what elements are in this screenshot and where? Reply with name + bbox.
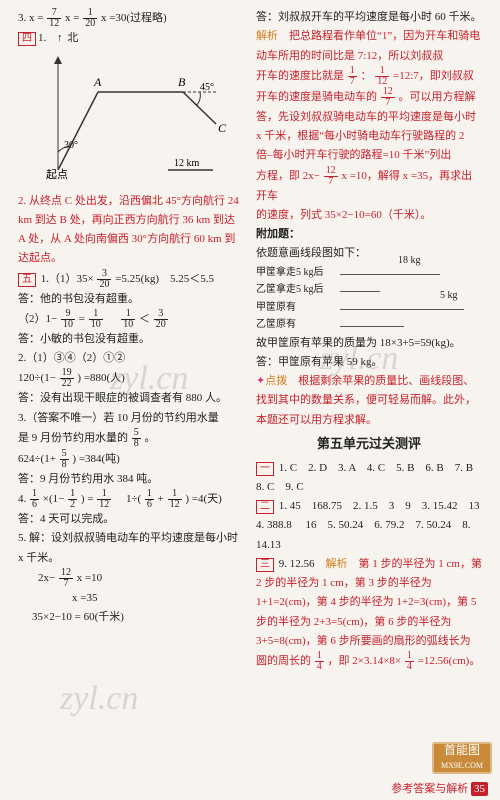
problem-2: 2. 从终点 C 处出发，沿西偏北 45°方向航行 24 km 到达 B 处，再…: [18, 192, 244, 269]
section-5-2b: 120÷(1− 1922 ) =880(人): [18, 368, 244, 389]
point-a-label: A: [93, 75, 102, 89]
unit5-title: 第五单元过关测评: [256, 433, 482, 456]
box-5-icon: 五: [18, 273, 36, 287]
box-2-icon: 二: [256, 500, 274, 514]
analysis-line3: 开车的速度是骑电动车的 127 。可以用方程解: [256, 87, 482, 108]
unit5-sec1: 一 1. C 2. D 3. A 4. C 5. B 6. B 7. B 8. …: [256, 459, 482, 498]
page-footer: 参考答案与解析 35: [391, 780, 488, 796]
compass-diagram: 30° 45° A B C 起点 12 km: [18, 52, 244, 187]
box-3-icon: 三: [256, 558, 274, 572]
section-4-header: 四1. ↑ 北: [18, 29, 244, 48]
eq-5-5c: 35×2−10 = 60(千米): [18, 608, 244, 627]
answer-liu: 答：刘叔叔开车的平均速度是每小时 60 千米。: [256, 8, 482, 27]
answer-5-1-2: 答：小敏的书包没有超重。: [18, 330, 244, 349]
answer-5-1: 答：他的书包没有超重。: [18, 290, 244, 309]
fujia-title: 附加题：: [256, 225, 482, 244]
eq-5-5b: x =35: [18, 589, 244, 608]
analysis-line4: 答，先设刘叔叔骑电动车的平均速度是每小时 x 千米，根据“每小时骑电动车行驶路程…: [256, 108, 482, 166]
line-3-equation: 3. x = 712 x = 120 x =30(过程略): [18, 8, 244, 29]
answer-5-3: 答：9 月份节约用水 384 吨。: [18, 470, 244, 489]
fujia-answer: 答：甲筐原有苹果 59 kg。: [256, 353, 482, 372]
page: 3. x = 712 x = 120 x =30(过程略) 四1. ↑ 北 30…: [0, 0, 500, 800]
unit5-sec3b: 圆的周长的 14 ，即 2×3.14×8× 14 =12.56(cm)。: [256, 651, 482, 672]
section-5-4: 4. 16 ×(1− 12 ) = 112 1÷( 16 + 112 ) =4(…: [18, 489, 244, 510]
eq-5-5a: 2x− 127 x =10: [18, 568, 244, 589]
segment-diagram: 甲筐拿走5 kg后 18 kg 乙筐拿走5 kg后 甲筐原有 5 kg: [256, 264, 482, 334]
angle-45-label: 45°: [200, 82, 214, 93]
section-5-5: 5. 解：设刘叔叔骑电动车的平均速度是每小时 x 千米。: [18, 529, 244, 568]
point-b-label: B: [178, 75, 186, 89]
site-badge: 首能图 MX9E.COM: [432, 742, 492, 774]
section-5-3c: 624÷(1+ 58 ) =384(吨): [18, 449, 244, 470]
analysis-line6: 的速度，列式 35×2−10=60（千米）。: [256, 206, 482, 225]
angle-30-label: 30°: [64, 140, 78, 151]
origin-label: 起点: [46, 168, 68, 180]
left-column: 3. x = 712 x = 120 x =30(过程略) 四1. ↑ 北 30…: [12, 8, 250, 792]
fujia-intro: 依题意画线段图如下：: [256, 244, 482, 263]
unit5-sec2: 二 1. 45 168.75 2. 1.5 3 9 3. 15.42 13 4.…: [256, 497, 482, 555]
answer-5-4: 答：4 天可以完成。: [18, 510, 244, 529]
section-5-1-2: （2）1− 910 = 110 110 ＜ 320: [18, 309, 244, 330]
fujia-calc: 故甲筐原有苹果的质量为 18×3+5=59(kg)。: [256, 334, 482, 353]
section-5-3a: 3.（答案不唯一）若 10 月份的节约用水量: [18, 409, 244, 428]
jiexi-label: 解析: [256, 30, 278, 42]
analysis-line5: 方程，即 2x− 127 x =10，解得 x =35，再求出开车: [256, 166, 482, 206]
analysis-block: 解析 把总路程看作单位“1”，因为开车和骑电动车所用的时间比是 7:12，所以刘…: [256, 27, 482, 66]
page-number: 35: [471, 782, 488, 796]
point-c-label: C: [218, 121, 227, 135]
answer-5-2: 答：没有出现干眼症的被调查者有 880 人。: [18, 389, 244, 408]
box-4-icon: 四: [18, 32, 36, 46]
section-5-1: 五 1.（1）35× 320 =5.25(kg) 5.25＜5.5: [18, 269, 244, 290]
section-5-2: 2.（1）③④（2）①②: [18, 349, 244, 368]
dianbo-label: 点拨: [265, 375, 287, 387]
right-column: 答：刘叔叔开车的平均速度是每小时 60 千米。 解析 把总路程看作单位“1”，因…: [250, 8, 488, 792]
dianbo-block: ✦点拨 根据剩余苹果的质量比、画线段图、找到其中的数量关系，便可轻易而解。此外，…: [256, 372, 482, 430]
analysis-line2: 开车的速度比就是 17 ： 112 =12:7，即刘叔叔: [256, 66, 482, 87]
section-5-3b: 是 9 月份节约用水量的 58 。: [18, 428, 244, 449]
unit5-sec3: 三 9. 12.56 解析 第 1 步的半径为 1 cm，第 2 步的半径为 1…: [256, 555, 482, 651]
box-1-icon: 一: [256, 462, 274, 476]
scale-label: 12 km: [174, 158, 200, 169]
